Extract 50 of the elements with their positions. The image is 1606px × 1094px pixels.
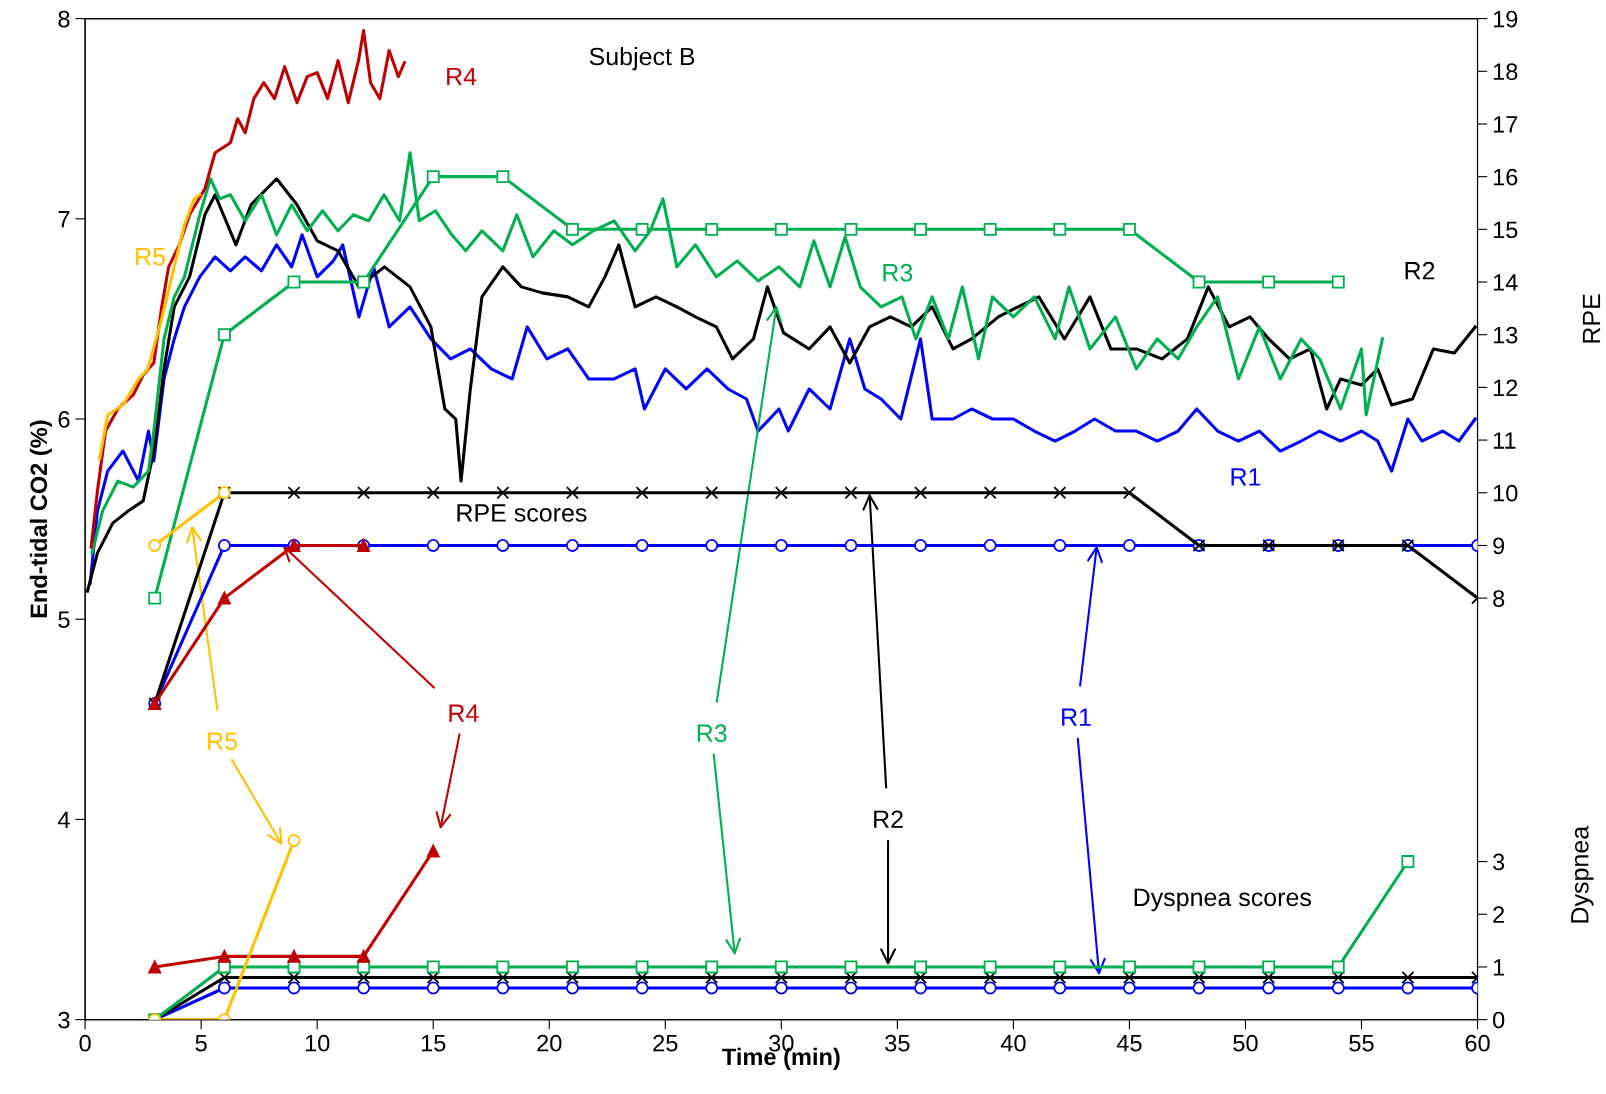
y2-tick-label: 18 xyxy=(1493,63,1518,81)
y2-tick-label: 12 xyxy=(1493,379,1518,396)
y2-tick-label: 3 xyxy=(1493,853,1505,871)
text: Dyspnea xyxy=(1571,825,1594,923)
series-label: R1 xyxy=(1231,468,1261,486)
x-tick-label: 15 xyxy=(421,1035,446,1052)
x-tick-label: 40 xyxy=(1000,1034,1026,1052)
y-tick-label: 8 xyxy=(58,10,70,28)
annotation: R5 xyxy=(208,732,237,751)
y-tick-label: 7 xyxy=(58,211,70,228)
y-tick-label: 4 xyxy=(57,811,70,828)
x-tick-label: 20 xyxy=(537,1034,562,1052)
annotation: R4 xyxy=(449,704,479,722)
y2-tick-label: 16 xyxy=(1493,168,1518,186)
x-tick-label: 5 xyxy=(195,1035,207,1052)
x-tick-label: 25 xyxy=(653,1034,678,1052)
series-label: R4 xyxy=(447,67,477,86)
x-tick-label: 60 xyxy=(1465,1034,1490,1052)
annotation: RPE scores xyxy=(457,504,587,522)
annotation: Dyspnea scores xyxy=(1134,888,1311,912)
y2-tick-label: 19 xyxy=(1493,10,1518,28)
y-tick-label: 5 xyxy=(58,611,70,628)
y2-axis-title: RPE xyxy=(1582,294,1601,343)
x-tick-label: 55 xyxy=(1349,1035,1374,1052)
annotation: R2 xyxy=(874,810,903,828)
y2-tick-label: 2 xyxy=(1493,906,1505,923)
x-tick-label: 35 xyxy=(885,1034,910,1052)
annotation: R3 xyxy=(697,724,727,743)
y2-tick-label: 15 xyxy=(1493,221,1518,239)
x-tick-label: 0 xyxy=(79,1034,91,1052)
y2-tick-label: 17 xyxy=(1493,116,1518,133)
y-tick-label: 6 xyxy=(58,411,70,428)
y2-tick-label: 14 xyxy=(1493,274,1518,291)
series-label: R5 xyxy=(136,248,166,266)
y2-tick-label: 1 xyxy=(1493,959,1505,976)
annotation: Subject B xyxy=(589,46,695,71)
y2-tick-label: 0 xyxy=(1493,1011,1505,1029)
y-axis-title: End-tidal CO2 (%) xyxy=(29,420,52,618)
text: R2 xyxy=(1405,261,1435,280)
series-label: R3 xyxy=(883,263,913,282)
y2-tick-label: 10 xyxy=(1493,484,1518,502)
y2-tick-label: 8 xyxy=(1493,590,1505,607)
y2-tick-label: 9 xyxy=(1493,537,1505,555)
annotation: R1 xyxy=(1062,708,1091,726)
x-tick-label: 10 xyxy=(305,1034,330,1052)
y2-tick-label: 11 xyxy=(1493,432,1516,449)
y2-tick-label: 13 xyxy=(1493,326,1518,344)
x-tick-label: 45 xyxy=(1116,1035,1142,1052)
y-tick-label: 3 xyxy=(58,1011,70,1029)
x-tick-label: 50 xyxy=(1233,1034,1258,1052)
